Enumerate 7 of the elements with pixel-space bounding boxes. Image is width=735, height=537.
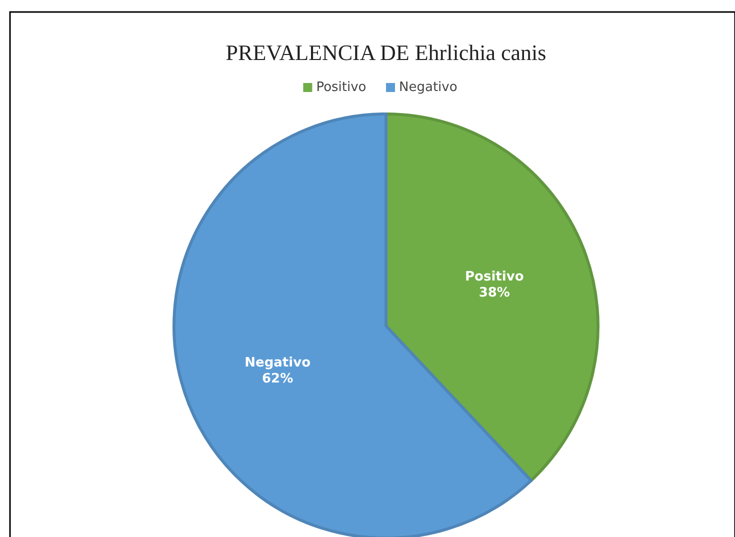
slice-label: Negativo — [244, 355, 311, 370]
chart-title: PREVALENCIA DE Ehrlichia canis — [226, 40, 546, 65]
legend-label: Negativo — [399, 80, 458, 95]
legend-label: Positivo — [316, 80, 366, 95]
slice-label: Positivo — [465, 269, 524, 284]
data-label: 62% — [262, 372, 294, 387]
data-label: 38% — [478, 286, 510, 301]
